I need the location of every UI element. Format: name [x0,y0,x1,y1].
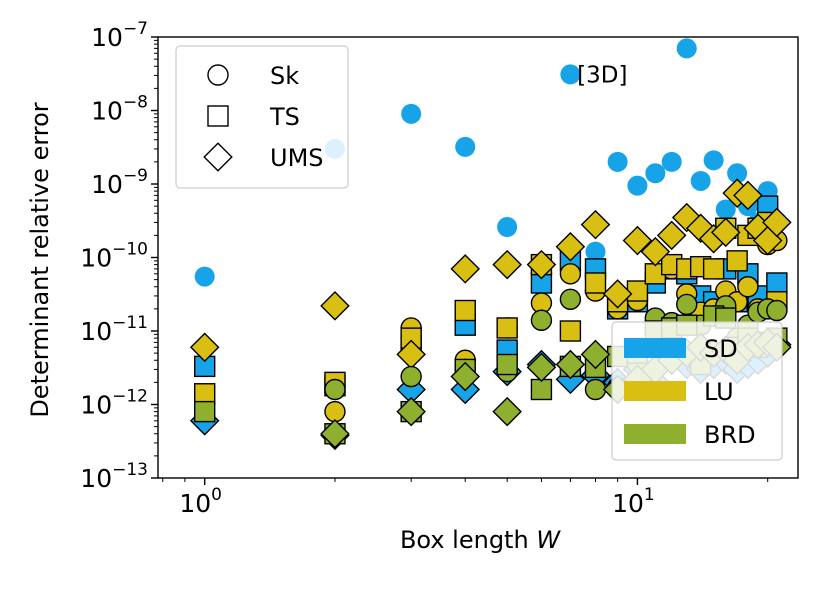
data-point [762,207,792,238]
legend-label-brd: BRD [704,421,756,449]
annotation-3d: [3D] [577,62,627,88]
legend-label-ts: TS [269,103,300,131]
legend-swatch-lu [624,381,686,401]
data-point [703,150,724,171]
data-point [676,38,697,59]
data-point [715,199,736,220]
data-point [702,258,725,280]
x-axis-label-text: Box length [400,526,536,554]
data-point [530,309,553,331]
data-point [627,175,648,196]
marker-legend: Sk TS UMS [175,45,349,189]
legend-swatch-sd [624,338,686,358]
legend-swatch-brd [624,424,686,444]
data-point [690,170,711,191]
data-point [492,396,522,427]
data-point [496,317,518,339]
legend-label-lu: LU [704,378,734,406]
data-point [559,320,582,342]
data-point [622,225,653,256]
data-point [645,163,666,184]
data-point [193,400,216,423]
data-point [450,361,481,392]
data-point [324,400,346,423]
legend-marker-diamond [203,142,233,172]
data-point [396,396,426,427]
legend-label-sk: Sk [270,62,299,90]
legend-label-ums: UMS [270,144,324,172]
data-point [555,231,586,262]
data-point [726,250,748,272]
data-point [626,280,649,302]
data-point [560,64,581,85]
data-point [559,288,582,310]
y-tick-label: 10−10 [80,240,148,273]
legend-marker-circle [207,64,229,86]
data-point [193,383,216,405]
y-tick-label: 10−12 [80,387,148,420]
data-point [455,136,476,157]
y-axis-label: Determinant relative error [26,102,54,417]
data-point [710,217,741,248]
color-legend: SD LU BRD [611,321,783,461]
y-tick-label: 10−9 [91,166,148,199]
data-point [607,151,628,172]
data-point [766,272,788,294]
data-point [194,266,215,287]
data-point [454,299,476,322]
data-point [661,151,682,172]
data-point [400,365,422,388]
legend-marker-square [207,105,229,127]
x-tick-label: 101 [612,485,655,518]
data-point [401,103,422,124]
data-point [324,378,346,401]
data-point [189,332,220,363]
data-point [559,263,582,285]
data-point [737,276,759,298]
legend-label-sd: SD [704,335,738,363]
x-tick-label: 100 [179,485,222,518]
y-tick-label: 10−7 [91,19,148,52]
data-point [526,352,557,383]
data-point [656,220,687,251]
data-point [602,279,633,309]
data-point [584,378,607,401]
data-point [580,339,611,370]
data-point [585,241,606,262]
y-tick-label: 10−8 [91,93,148,126]
data-point [727,163,748,184]
y-tick-label: 10−11 [80,313,148,346]
series-sd-sk [194,38,778,287]
data-point [492,249,522,280]
tick-labels: 10−13 10−12 10−11 10−10 10−9 10−8 10−7 100 101 [80,19,654,518]
data-point [580,209,611,240]
data-point [530,378,553,401]
y-tick-label: 10−13 [80,460,148,493]
axes [151,36,799,485]
data-point [496,353,518,376]
data-point [526,249,557,280]
data-point [676,293,698,316]
data-point [766,299,788,322]
data-point [640,236,671,267]
data-point [733,180,763,211]
data-point [320,418,350,449]
x-axis-label: Box length W [400,526,561,554]
series-lu-ums [189,178,792,370]
data-point [497,216,518,237]
data-point [450,254,481,284]
data-point [584,272,607,294]
x-axis-label-var: W [536,526,561,554]
data-point [320,291,350,321]
data-point [555,349,586,380]
